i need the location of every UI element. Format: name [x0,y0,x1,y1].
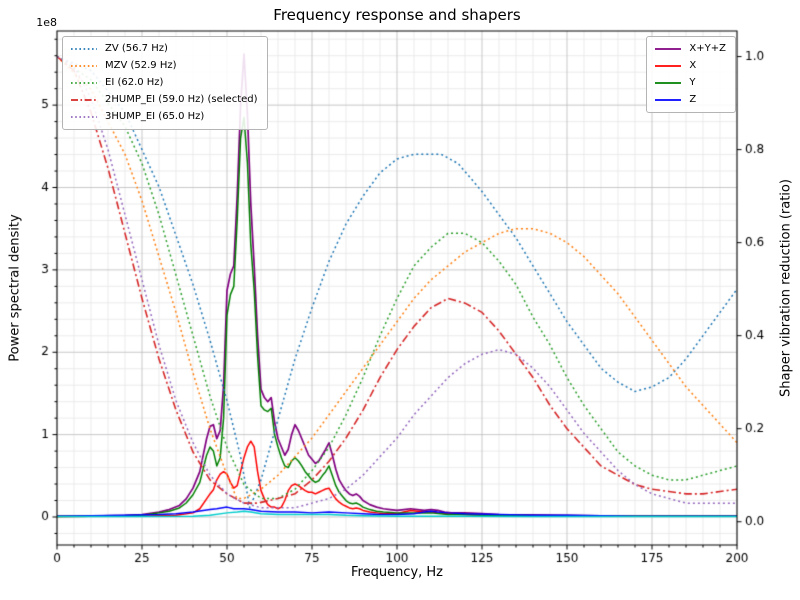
legend-label: ZV (56.7 Hz) [105,43,168,54]
legend-label: Y [689,77,696,88]
legend-item: EI (62.0 Hz) [70,76,258,90]
legend-item: X+Y+Z [654,42,726,56]
x-axis-label: Frequency, Hz [350,565,444,580]
shaper-legend: ZV (56.7 Hz) MZV (52.9 Hz) EI (62.0 Hz) 2HU… [62,36,268,130]
legend-item: Z [654,93,726,107]
legend-line-sample-icon [71,116,97,118]
psd-legend: X+Y+Z X Y Z [646,36,736,113]
legend-label: EI (62.0 Hz) [105,77,164,88]
legend-line-sample-icon [71,99,97,101]
legend-item: 2HUMP_EI (59.0 Hz) (selected) [70,93,258,107]
chart-title: Frequency response and shapers [273,6,521,24]
y-axis-left-label: Power spectral density [7,214,23,362]
legend-label: X+Y+Z [689,43,726,54]
legend-item: X [654,59,726,73]
legend-label: X [689,60,697,71]
legend-item: MZV (52.9 Hz) [70,59,258,73]
legend-line-sample-icon [71,82,97,84]
legend-line-sample-icon [655,99,682,101]
legend-label: 2HUMP_EI (59.0 Hz) (selected) [105,94,258,105]
legend-label: MZV (52.9 Hz) [105,60,177,71]
legend-label: 3HUMP_EI (65.0 Hz) [105,111,205,122]
legend-item: Y [654,76,726,90]
y-axis-right-label: Shaper vibration reduction (ratio) [778,179,794,397]
legend-item: 3HUMP_EI (65.0 Hz) [70,110,258,124]
legend-line-sample-icon [655,65,682,67]
legend-line-sample-icon [655,82,682,84]
legend-item: ZV (56.7 Hz) [70,42,258,56]
legend-line-sample-icon [71,65,97,67]
legend-line-sample-icon [71,48,97,50]
y-axis-offset-label: 1e8 [36,16,57,29]
legend-label: Z [689,94,697,105]
legend-line-sample-icon [655,48,682,50]
